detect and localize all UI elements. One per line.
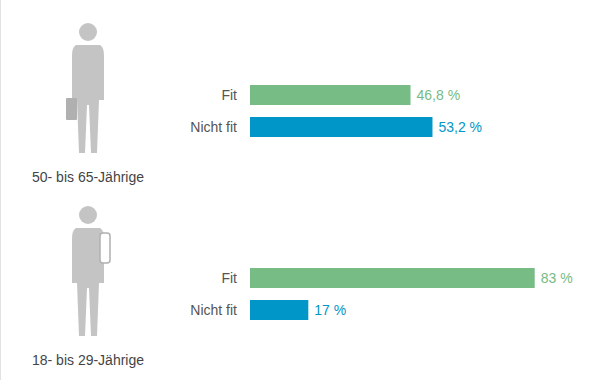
data-label: 17 % bbox=[314, 302, 346, 318]
silhouette-head bbox=[79, 206, 97, 224]
bar bbox=[250, 300, 308, 320]
chart-group: 50- bis 65-Jährige Fit 46,8 % Nicht fit 53,2… bbox=[32, 23, 482, 185]
backpack bbox=[100, 233, 110, 263]
category-label: Fit bbox=[221, 270, 237, 286]
data-label: 83 % bbox=[541, 270, 573, 286]
category-label: Fit bbox=[221, 87, 237, 103]
bar bbox=[250, 117, 432, 137]
data-label: 46,8 % bbox=[417, 87, 461, 103]
silhouette bbox=[66, 23, 104, 153]
border bbox=[0, 0, 1, 380]
bar bbox=[250, 268, 535, 288]
group-title: 18- bis 29-Jährige bbox=[32, 352, 144, 368]
silhouette-body bbox=[72, 228, 104, 336]
bar bbox=[250, 85, 411, 105]
bars bbox=[250, 85, 432, 137]
group-title: 50- bis 65-Jährige bbox=[32, 169, 144, 185]
chart: 50- bis 65-Jährige Fit 46,8 % Nicht fit 53,2… bbox=[0, 0, 600, 380]
data-label: 53,2 % bbox=[438, 119, 482, 135]
chart-group: 18- bis 29-Jährige Fit 83 % Nicht fit 17 % bbox=[32, 206, 573, 368]
category-label: Nicht fit bbox=[190, 119, 237, 135]
silhouette-head bbox=[79, 23, 97, 41]
briefcase bbox=[66, 98, 77, 120]
bars bbox=[250, 268, 535, 320]
category-label: Nicht fit bbox=[190, 302, 237, 318]
silhouette bbox=[72, 206, 110, 336]
